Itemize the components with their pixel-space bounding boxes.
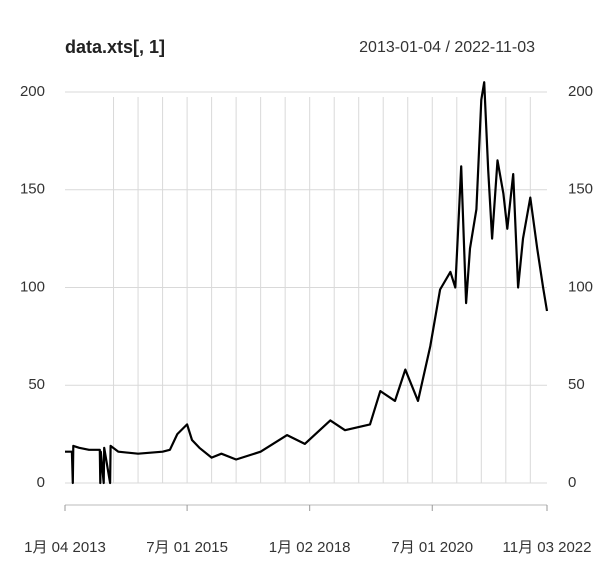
y-tick-label: 100 — [20, 278, 45, 295]
x-tick-label: 7月 01 2015 — [146, 539, 228, 556]
chart-title: data.xts[, 1] — [65, 37, 165, 57]
x-tick-label: 11月 03 2022 — [503, 539, 592, 556]
price-line — [65, 81, 549, 485]
y-tick-label: 0 — [37, 474, 45, 491]
y2-tick-label: 200 — [568, 83, 593, 100]
y-tick-label: 50 — [28, 376, 45, 393]
x-tick-label: 7月 01 2020 — [391, 539, 473, 556]
y-tick-label: 200 — [20, 83, 45, 100]
x-tick-label: 1月 04 2013 — [24, 539, 106, 556]
x-tick-label: 1月 02 2018 — [269, 539, 351, 556]
y2-tick-label: 100 — [568, 278, 593, 295]
y2-tick-label: 150 — [568, 181, 593, 198]
y-tick-label: 150 — [20, 181, 45, 198]
y2-tick-label: 50 — [568, 376, 585, 393]
date-range: 2013-01-04 / 2022-11-03 — [359, 39, 535, 56]
y2-tick-label: 0 — [568, 474, 576, 491]
